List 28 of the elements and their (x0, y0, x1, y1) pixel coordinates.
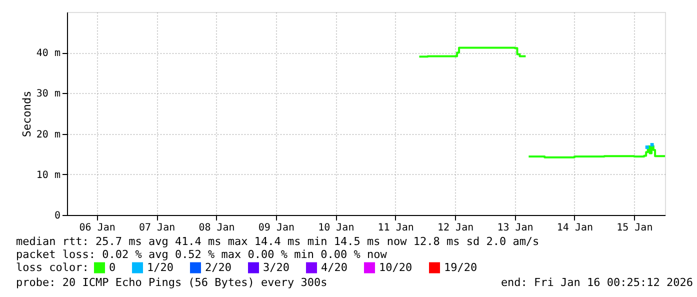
legend-label: 2/20 (205, 260, 232, 274)
x-tick-label: 08 Jan (198, 222, 235, 234)
x-tick-label: 09 Jan (258, 222, 295, 234)
x-tick-label: 12 Jan (437, 222, 474, 234)
x-tick-label: 11 Jan (378, 222, 414, 234)
legend-label: 19/20 (444, 260, 478, 274)
text: median rtt: 25.7 ms avg 41.4 ms max 14.4 ms min 14.5 ms now 12.8 ms sd 2.0 am/s (16, 235, 540, 248)
legend-label: 10/20 (379, 260, 412, 274)
x-tick-label: 13 Jan (497, 222, 534, 234)
text: end: Fri Jan 16 00:25:12 2026 (500, 276, 693, 289)
text: packet loss: 0.02 % avg 0.52 % max 0.00 % min 0.00 % now (16, 248, 388, 261)
text: probe: 20 ICMP Echo Pings (56 Bytes) every 300s (16, 276, 328, 289)
legend-label: 0 (109, 260, 116, 274)
y-tick-label: 30 m (36, 88, 60, 100)
legend-title: loss color: (16, 261, 89, 274)
x-tick-label: 07 Jan (138, 222, 176, 234)
y-axis-title: Seconds (20, 90, 34, 138)
y-tick-label: 0 (54, 210, 60, 222)
legend-label: 4/20 (321, 260, 348, 274)
legend-label: 3/20 (263, 260, 290, 274)
y-tick-label: 40 m (36, 48, 60, 60)
y-tick-label: 20 m (36, 129, 60, 140)
x-tick-label: 14 Jan (556, 222, 594, 234)
legend-label: 1/20 (147, 260, 174, 274)
y-tick-label: 10 m (36, 170, 60, 181)
x-tick-label: 10 Jan (318, 222, 354, 234)
x-tick-label: 15 Jan (616, 222, 653, 234)
x-tick-label: 06 Jan (79, 222, 116, 234)
